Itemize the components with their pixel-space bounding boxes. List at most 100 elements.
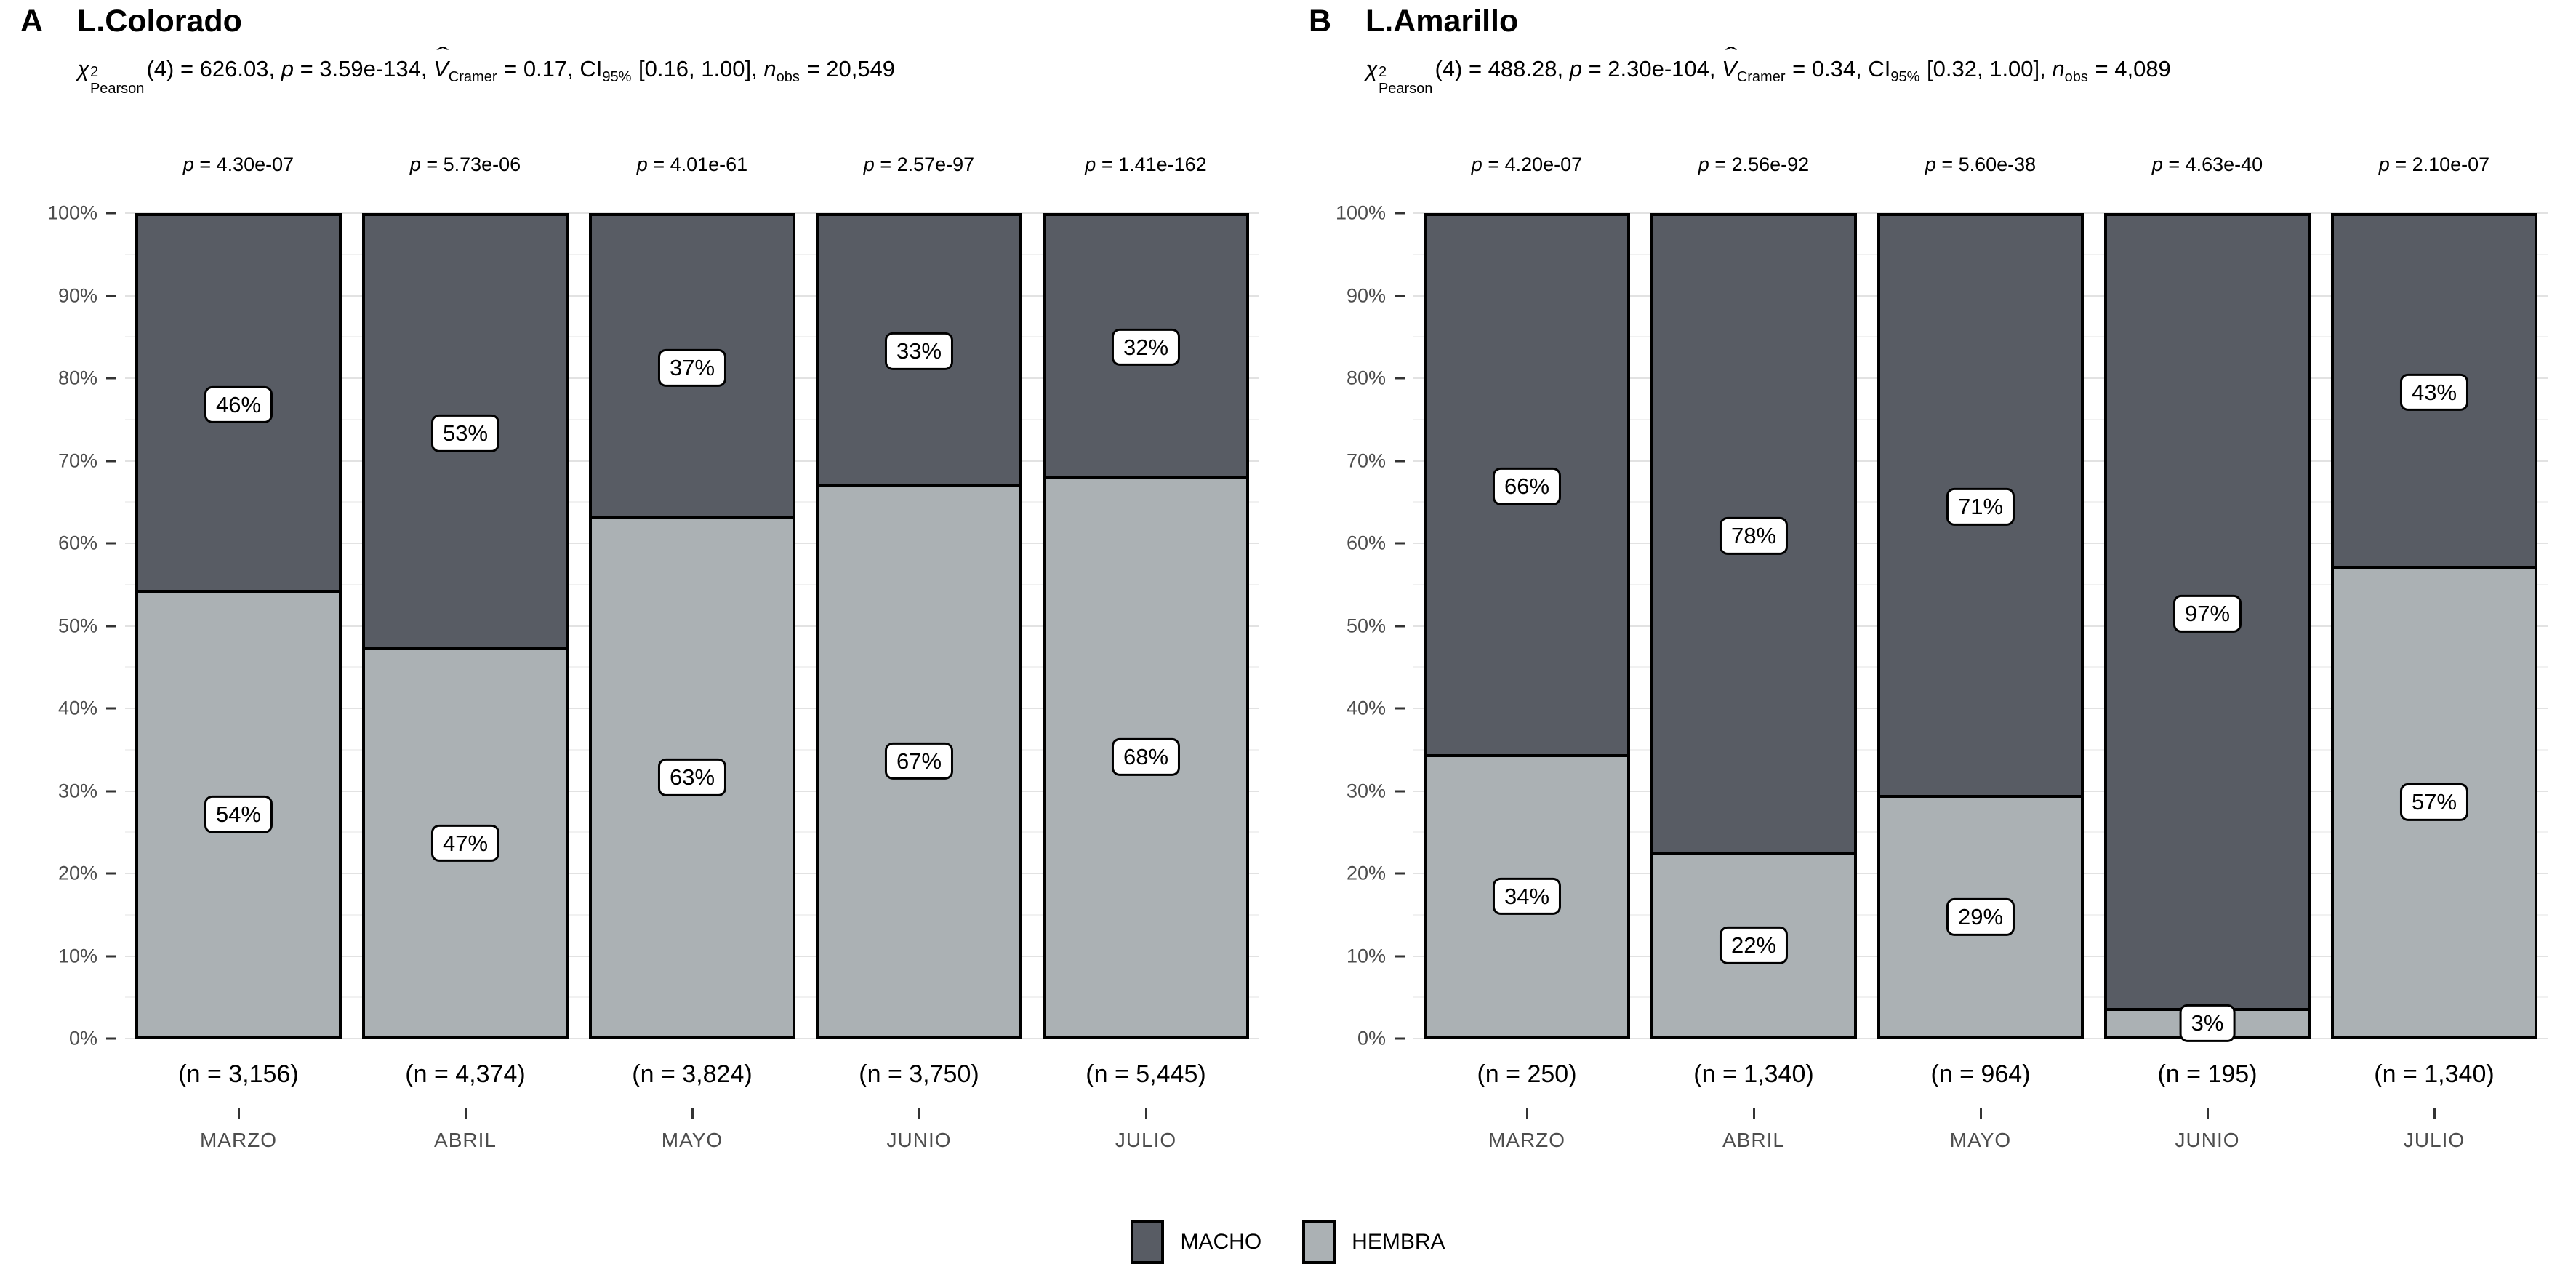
ci-subscript: 95% — [1890, 69, 1920, 85]
y-tick-label: 40% — [57, 697, 97, 719]
p-value-text: = 4.30e-07 — [193, 153, 294, 175]
y-tick — [1395, 377, 1405, 380]
stacked-bar: 37% 63% — [589, 213, 795, 1039]
y-tick — [1395, 707, 1405, 710]
chi-superscript: 2 — [89, 64, 99, 80]
bar-p-label: p = 5.60e-38 — [1867, 147, 2094, 182]
pct-label-hembra: 3% — [2179, 1004, 2236, 1042]
chi-sup-sub: 2 Pearson — [1379, 65, 1433, 96]
chi-subscript: Pearson — [89, 81, 145, 97]
p-symbol: p — [636, 153, 648, 175]
legend-item-hembra: HEMBRA — [1302, 1220, 1445, 1264]
y-tick-label: 40% — [1346, 697, 1386, 719]
p-value-text: = 2.30e-104, — [1581, 56, 1722, 81]
legend-label-hembra: HEMBRA — [1352, 1230, 1445, 1254]
x-tick-cell — [579, 1108, 806, 1120]
p-value-text: = 3.59e-134, — [293, 56, 434, 81]
p-symbol: p — [281, 56, 294, 81]
bar-n-label: (n = 4,374) — [405, 1060, 526, 1088]
p-value-text: = 2.10e-07 — [2389, 153, 2490, 175]
p-value-text: = 4.20e-07 — [1482, 153, 1583, 175]
y-tick — [106, 707, 116, 710]
p-symbol: p — [2151, 153, 2163, 175]
chi-sup-sub: 2 Pearson — [90, 65, 145, 96]
p-value-text: = 4.01e-61 — [647, 153, 748, 175]
n-subscript: obs — [776, 69, 800, 85]
pct-label-macho: 43% — [2399, 373, 2469, 412]
bar-n-row: (n = 3,156) (n = 4,374) (n = 3,824) (n = 3,… — [125, 1056, 1259, 1092]
x-tick-row — [125, 1108, 1259, 1120]
y-tick — [106, 212, 116, 215]
chi-superscript: 2 — [1378, 64, 1387, 80]
y-tick-label: 80% — [1346, 367, 1386, 389]
v-cramer-subscript: Cramer — [1736, 69, 1786, 85]
x-tick-cell — [125, 1108, 352, 1120]
panel-tag: B — [1309, 4, 1332, 39]
stacked-bar: 43% 57% — [2331, 213, 2537, 1039]
y-tick — [1395, 1037, 1405, 1040]
p-symbol: p — [1925, 153, 1936, 175]
pct-label-macho: 97% — [2172, 594, 2242, 633]
bar-slot-abril: 78% 22% — [1640, 213, 1867, 1039]
y-tick — [106, 955, 116, 957]
x-tick — [237, 1108, 240, 1119]
ci-label: CI — [1868, 56, 1891, 81]
panel-title: L.Amarillo — [1365, 4, 1519, 39]
x-axis-label-month: JUNIO — [886, 1129, 952, 1151]
p-symbol: p — [1698, 153, 1709, 175]
pct-label-macho: 53% — [430, 414, 500, 452]
y-tick-label: 10% — [57, 945, 97, 967]
bar-slot-abril: 53% 47% — [352, 213, 579, 1039]
y-tick-label: 70% — [57, 449, 97, 471]
x-tick-cell — [806, 1108, 1032, 1120]
chi-stat-text: (4) = 488.28, — [1435, 56, 1570, 81]
x-tick-cell — [1867, 1108, 2094, 1120]
gridline-major — [125, 1038, 1259, 1039]
x-tick-cell — [1640, 1108, 1867, 1120]
v-cramer-subscript: Cramer — [448, 69, 497, 85]
y-tick-label: 100% — [47, 201, 97, 224]
y-tick-label: 0% — [68, 1027, 97, 1049]
pct-label-macho: 66% — [1492, 468, 1562, 505]
y-tick-label: 60% — [57, 532, 97, 554]
bar-p-row: p = 4.20e-07 p = 2.56e-92 p = 5.60e-38 p = … — [1413, 147, 2548, 182]
y-tick-label: 100% — [1335, 201, 1386, 224]
ci-subscript: 95% — [602, 69, 632, 85]
p-symbol: p — [2378, 153, 2390, 175]
n-value-text: = 4,089 — [2088, 56, 2171, 81]
y-tick — [106, 625, 116, 627]
y-tick-label: 0% — [1357, 1027, 1386, 1049]
plot-area: 66% 34% 78% 22% 71% 29% 97% 3% 43% 57% — [1413, 212, 2548, 1042]
pct-label-macho: 78% — [1719, 516, 1789, 555]
y-tick — [1395, 955, 1405, 957]
bar-slot-junio: 97% 3% — [2094, 213, 2321, 1042]
n-symbol: n — [2052, 56, 2065, 81]
month-label-row: MARZO ABRIL MAYO JUNIO JULIO — [125, 1126, 1259, 1155]
y-tick-label: 20% — [57, 862, 97, 884]
stacked-bar: 33% 67% — [816, 213, 1022, 1039]
bar-n-label: (n = 3,824) — [632, 1060, 753, 1088]
pct-label-macho: 46% — [204, 385, 273, 424]
bar-p-label: p = 1.41e-162 — [1032, 147, 1259, 182]
bar-p-label: p = 5.73e-06 — [352, 147, 579, 182]
bar-slot-julio: 32% 68% — [1032, 213, 1259, 1039]
chi-symbol: χ — [1365, 56, 1378, 81]
pct-label-macho: 37% — [657, 348, 727, 387]
p-value-text: = 5.60e-38 — [1935, 153, 2037, 175]
bar-p-row: p = 4.30e-07 p = 5.73e-06 p = 4.01e-61 p = … — [125, 147, 1259, 182]
stacked-bar: 71% 29% — [1877, 213, 2084, 1039]
y-tick — [106, 460, 116, 462]
pct-label-hembra: 29% — [1946, 897, 2015, 936]
panel-b: B L.Amarillo χ 2 Pearson (4) = 488.28, p = 2.… — [1288, 0, 2576, 1200]
y-tick — [106, 295, 116, 297]
y-tick-label: 20% — [1346, 862, 1386, 884]
bar-n-label: (n = 1,340) — [1693, 1060, 1814, 1088]
x-tick-cell — [1032, 1108, 1259, 1120]
pct-label-macho: 32% — [1111, 328, 1181, 367]
y-tick — [106, 377, 116, 380]
x-axis-label-month: MARZO — [1488, 1129, 1566, 1151]
bar-slot-mayo: 71% 29% — [1867, 213, 2094, 1039]
